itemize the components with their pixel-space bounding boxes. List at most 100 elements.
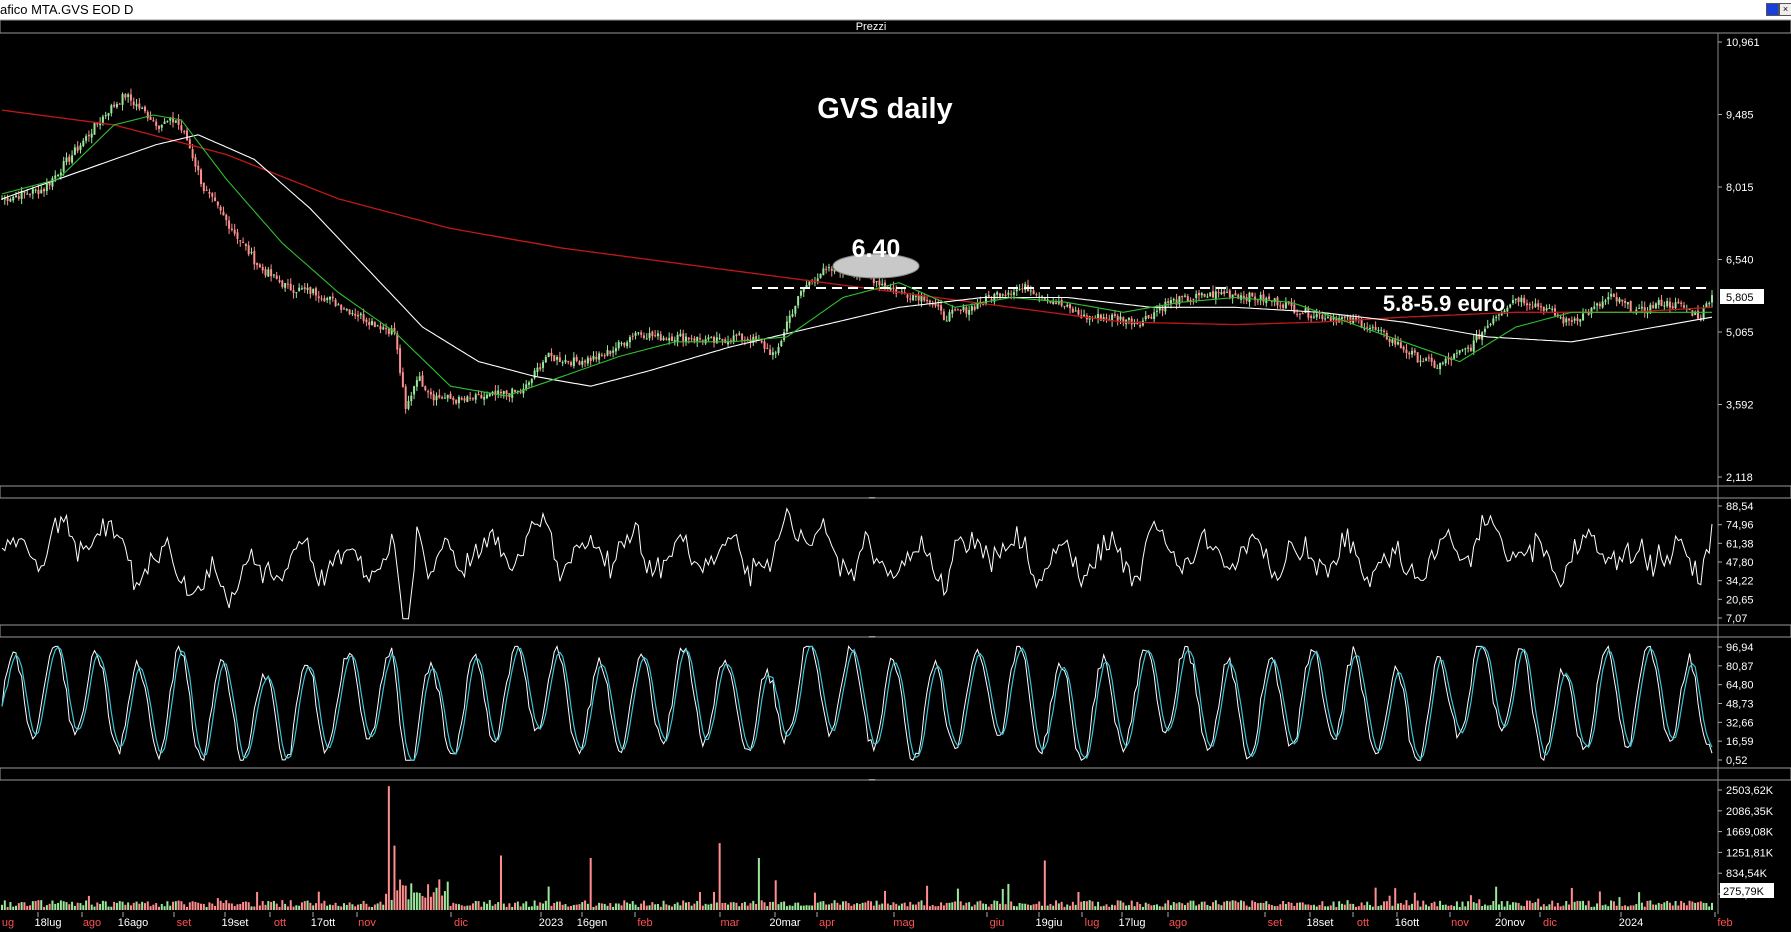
candle [1405, 344, 1408, 359]
volume-bar [1133, 906, 1136, 910]
volume-bar [1015, 906, 1018, 910]
candle [281, 279, 284, 289]
volume-bar [670, 906, 673, 910]
candle [690, 334, 693, 343]
volume-bar [550, 905, 553, 910]
volume-bar [567, 906, 570, 910]
volume-bar [735, 902, 738, 910]
y-tick-label: 6,540 [1726, 255, 1754, 267]
x-axis: ug 18lug ago 16ago set 19set ott 17ott nov dic 202… [2, 912, 1733, 929]
candle [1464, 347, 1467, 356]
candle [606, 345, 609, 357]
volume-bar [1083, 901, 1086, 910]
volume-bar [998, 903, 1001, 910]
volume-bar [1511, 902, 1514, 910]
volume-bar [1705, 902, 1708, 910]
volume-bar [973, 904, 976, 910]
volume-bar [1506, 901, 1509, 910]
candle [1231, 294, 1234, 304]
volume-bar [1071, 901, 1074, 910]
volume-bar [634, 904, 637, 910]
candle [107, 112, 110, 121]
candle [23, 190, 26, 199]
volume-bar [429, 896, 432, 910]
candle [780, 339, 783, 347]
candle [421, 371, 424, 387]
candle [242, 237, 245, 244]
candle [1483, 326, 1486, 336]
candle [670, 333, 673, 342]
volume-bar [589, 857, 592, 910]
candle [640, 330, 643, 338]
volume-bar [1063, 906, 1066, 910]
volume-bar [763, 902, 766, 910]
volume-bar [1523, 906, 1526, 910]
volume-bar [477, 901, 480, 910]
volume-bar [1626, 906, 1629, 910]
close-icon[interactable]: × [1779, 3, 1791, 16]
volume-bar [1217, 904, 1220, 910]
volume-bar [1674, 900, 1677, 910]
volume-bar [438, 879, 441, 910]
volume-bar [505, 906, 508, 910]
volume-bar [1352, 903, 1355, 910]
volume-bar [1517, 902, 1520, 910]
volume-bar [542, 903, 545, 910]
candle [1021, 283, 1024, 293]
candle [230, 223, 233, 232]
volume-bar [480, 906, 483, 910]
candle [1450, 356, 1453, 366]
volume-bar [272, 900, 275, 910]
volume-bar [970, 906, 973, 910]
candle [435, 392, 438, 406]
volume-bar [1624, 905, 1627, 910]
volume-bar [247, 902, 250, 910]
candle [1259, 291, 1262, 306]
volume-bar [1455, 901, 1458, 910]
x-tick-label: nov [358, 917, 376, 929]
volume-bar [791, 905, 794, 910]
candle [741, 333, 744, 345]
candle [699, 333, 702, 343]
volume-bar [1296, 902, 1299, 910]
resistance-label: 5.8-5.9 euro [1383, 291, 1505, 316]
candle [1461, 348, 1464, 352]
y-tick-label: 1251,81K [1726, 847, 1774, 859]
volume-bar [516, 901, 519, 910]
volume-bar [727, 904, 730, 910]
candle [1354, 313, 1357, 323]
candle [825, 265, 828, 274]
volume-bar [651, 902, 654, 910]
volume-bar [508, 903, 511, 910]
candle [617, 339, 620, 351]
candle [197, 160, 200, 176]
volume-bar [1324, 906, 1327, 910]
candle [1509, 303, 1512, 309]
y-tick-label: 96,94 [1726, 642, 1754, 654]
volume-bar [1220, 905, 1223, 910]
candle [1427, 354, 1430, 362]
candle [502, 390, 505, 399]
candle [965, 304, 968, 318]
candle [29, 193, 32, 198]
volume-bar [202, 903, 205, 910]
candle [1441, 361, 1444, 366]
candle [968, 306, 971, 321]
volume-bar [362, 900, 365, 910]
candle [180, 120, 183, 134]
candle [735, 333, 738, 342]
volume-bar [163, 906, 166, 910]
volume-bar [1186, 902, 1189, 910]
volume-bar [121, 901, 124, 910]
candle [93, 122, 96, 135]
window-icon[interactable] [1766, 3, 1779, 16]
candle [1122, 316, 1125, 327]
volume-bar [1486, 905, 1489, 910]
volume-bar [654, 904, 657, 910]
volume-bar [1315, 906, 1318, 910]
candle [1265, 296, 1268, 307]
window-titlebar: afico MTA.GVS EOD D × [0, 0, 1791, 20]
candle [244, 242, 247, 251]
candle [233, 223, 236, 237]
